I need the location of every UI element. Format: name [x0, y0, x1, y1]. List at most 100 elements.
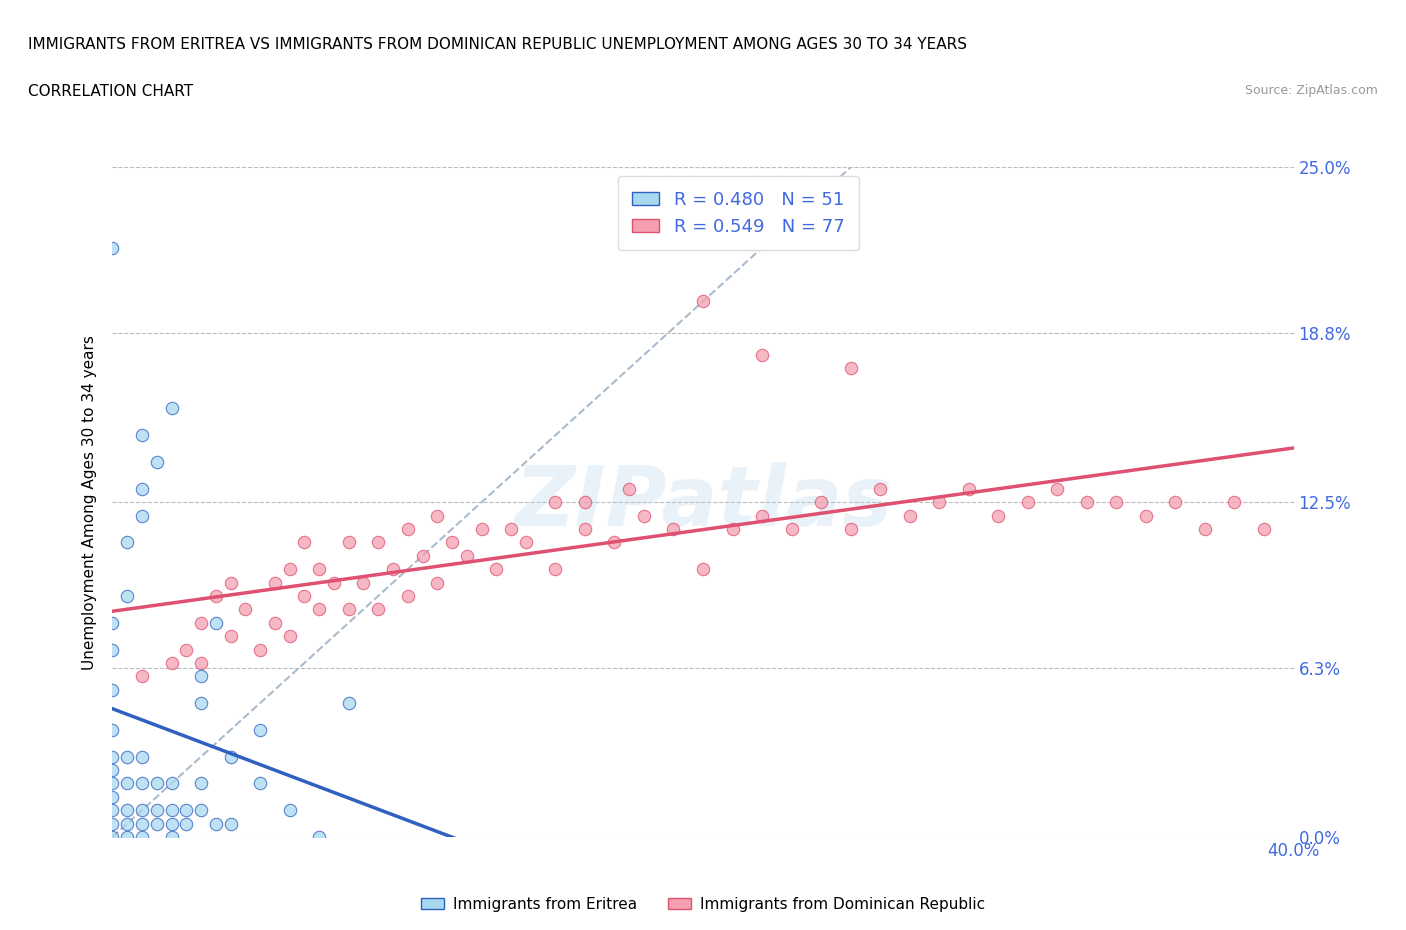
Point [515, 535, 537, 550]
Point [278, 562, 301, 577]
Point [721, 522, 744, 537]
Point [869, 482, 891, 497]
Point [574, 495, 596, 510]
Point [292, 535, 315, 550]
Point [101, 817, 124, 831]
Point [101, 776, 124, 790]
Point [633, 508, 655, 523]
Point [411, 549, 433, 564]
Point [1017, 495, 1039, 510]
Point [160, 656, 183, 671]
Point [131, 750, 153, 764]
Point [117, 535, 138, 550]
Point [1223, 495, 1246, 510]
Point [131, 817, 153, 831]
Point [174, 817, 197, 831]
Point [160, 830, 183, 844]
Point [1076, 495, 1098, 510]
Point [249, 723, 271, 737]
Point [692, 562, 714, 577]
Point [382, 562, 405, 577]
Point [205, 817, 228, 831]
Point [146, 455, 169, 470]
Point [146, 817, 169, 831]
Legend: Immigrants from Eritrea, Immigrants from Dominican Republic: Immigrants from Eritrea, Immigrants from… [415, 891, 991, 918]
Point [233, 602, 256, 617]
Point [426, 508, 449, 523]
Point [117, 750, 138, 764]
Point [160, 803, 183, 817]
Text: CORRELATION CHART: CORRELATION CHART [28, 84, 193, 99]
Point [190, 776, 212, 790]
Point [117, 830, 138, 844]
Point [131, 508, 153, 523]
Point [337, 535, 360, 550]
Point [337, 602, 360, 617]
Point [987, 508, 1010, 523]
Point [692, 294, 714, 309]
Point [367, 602, 389, 617]
Point [544, 562, 567, 577]
Point [101, 750, 124, 764]
Point [456, 549, 478, 564]
Point [190, 669, 212, 684]
Point [190, 656, 212, 671]
Text: ZIPatlas: ZIPatlas [515, 461, 891, 543]
Point [249, 776, 271, 790]
Text: IMMIGRANTS FROM ERITREA VS IMMIGRANTS FROM DOMINICAN REPUBLIC UNEMPLOYMENT AMONG: IMMIGRANTS FROM ERITREA VS IMMIGRANTS FR… [28, 37, 967, 52]
Point [264, 616, 287, 631]
Point [619, 482, 641, 497]
Point [323, 575, 346, 590]
Point [131, 669, 153, 684]
Point [131, 830, 153, 844]
Point [174, 642, 197, 657]
Point [190, 803, 212, 817]
Point [278, 629, 301, 644]
Point [249, 642, 271, 657]
Point [1253, 522, 1275, 537]
Point [308, 830, 330, 844]
Point [898, 508, 921, 523]
Point [426, 575, 449, 590]
Point [101, 803, 124, 817]
Legend: R = 0.480   N = 51, R = 0.549   N = 77: R = 0.480 N = 51, R = 0.549 N = 77 [617, 177, 859, 250]
Point [928, 495, 950, 510]
Point [190, 696, 212, 711]
Point [751, 348, 773, 363]
Point [485, 562, 508, 577]
Point [1164, 495, 1187, 510]
Text: Source: ZipAtlas.com: Source: ZipAtlas.com [1244, 84, 1378, 97]
Point [117, 817, 138, 831]
Point [308, 562, 330, 577]
Point [174, 803, 197, 817]
Point [278, 803, 301, 817]
Point [101, 790, 124, 804]
Point [1194, 522, 1216, 537]
Point [219, 817, 242, 831]
Point [662, 522, 685, 537]
Point [101, 683, 124, 698]
Point [337, 696, 360, 711]
Point [352, 575, 374, 590]
Point [205, 616, 228, 631]
Point [1105, 495, 1128, 510]
Point [603, 535, 626, 550]
Point [101, 240, 124, 255]
Point [308, 602, 330, 617]
Point [205, 589, 228, 604]
Y-axis label: Unemployment Among Ages 30 to 34 years: Unemployment Among Ages 30 to 34 years [82, 335, 97, 670]
Point [574, 522, 596, 537]
Point [441, 535, 464, 550]
Point [839, 361, 862, 376]
Point [264, 575, 287, 590]
Point [117, 803, 138, 817]
Point [101, 723, 124, 737]
Point [501, 522, 523, 537]
Point [160, 776, 183, 790]
Point [117, 589, 138, 604]
Point [1135, 508, 1157, 523]
Point [146, 803, 169, 817]
Point [131, 428, 153, 443]
Point [131, 482, 153, 497]
Point [219, 575, 242, 590]
